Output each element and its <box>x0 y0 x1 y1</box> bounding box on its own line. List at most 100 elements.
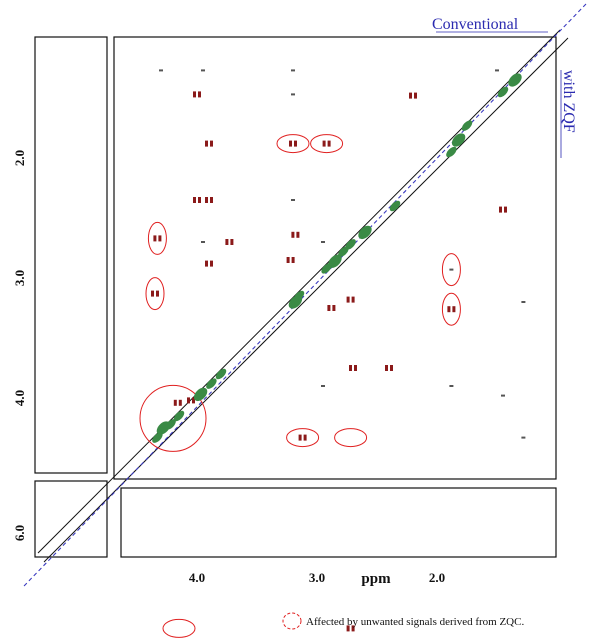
diagonal-peak <box>497 86 509 98</box>
diagonal-peak <box>215 368 227 380</box>
diagonal-peak <box>358 225 372 240</box>
zqc-ellipse <box>310 134 344 154</box>
diagonal-peak <box>152 432 163 443</box>
diagonal-peak <box>461 120 473 131</box>
y-tick-label: 2.0 <box>12 150 27 166</box>
weak-peak <box>521 301 526 303</box>
zqf-label: with ZQF <box>560 70 577 133</box>
cross-peak <box>210 197 213 203</box>
dashed-diagonal-line <box>23 3 587 587</box>
cross-peak <box>354 365 357 371</box>
bottom-projection-panel <box>120 487 557 558</box>
y-axis-ticks: 2.0 3.0 4.0 6.0 <box>12 150 27 541</box>
cross-peak <box>205 197 208 203</box>
cross-peak <box>193 91 196 98</box>
cross-peak <box>499 206 502 213</box>
cross-peak <box>205 260 208 267</box>
zqc-ellipse <box>334 428 368 448</box>
cross-peak <box>303 434 307 441</box>
diagonal-peak <box>288 295 303 309</box>
weak-peak <box>521 436 526 439</box>
cross-peak <box>332 305 336 311</box>
cross-peak <box>294 140 297 147</box>
cross-peak <box>225 239 229 245</box>
zqc-ellipse <box>276 134 310 154</box>
diagonal-peak <box>338 246 349 257</box>
cross-peak <box>390 365 393 371</box>
weak-peak <box>201 69 205 72</box>
weak-peak <box>449 385 454 387</box>
y-tick-label: 4.0 <box>12 390 27 406</box>
diagonal-peak <box>451 133 466 147</box>
zqc-ellipse <box>147 221 167 255</box>
cross-peak <box>193 197 196 203</box>
cross-peak <box>151 290 154 297</box>
diagonal-line-upper <box>37 29 561 554</box>
cross-peak <box>504 206 507 213</box>
cross-peak <box>153 235 157 242</box>
weak-peak <box>291 199 295 201</box>
zqc-ellipses <box>139 134 461 638</box>
conventional-label: Conventional <box>432 16 519 33</box>
zqc-ellipse <box>441 292 461 326</box>
cross-peak <box>173 399 177 406</box>
cross-peak <box>351 625 355 632</box>
main-plot-panel <box>113 36 557 480</box>
cross-peak <box>210 260 213 267</box>
weak-peak <box>291 69 295 72</box>
cross-peak <box>298 434 302 441</box>
cross-peak <box>447 306 451 313</box>
cross-peak <box>349 365 352 371</box>
diagonal-peak <box>328 254 342 268</box>
diagonal-lines <box>23 3 587 587</box>
diagonal-peak <box>173 410 185 422</box>
cross-peak <box>289 140 292 147</box>
cross-peak <box>346 296 350 303</box>
corner-panel <box>34 480 108 558</box>
zqc-ellipse <box>139 384 207 452</box>
diagonal-peak <box>508 73 522 87</box>
cross-peak <box>291 257 295 263</box>
cross-peak <box>192 397 195 404</box>
diagonal-peak <box>321 263 332 274</box>
cross-peak <box>291 231 295 238</box>
zqc-ellipse <box>441 253 461 287</box>
diagonal-peak <box>389 200 401 212</box>
y-tick-label: 6.0 <box>12 525 27 541</box>
cross-peak <box>414 92 417 99</box>
weak-peak <box>321 241 325 243</box>
cross-peak <box>409 92 412 99</box>
weak-peak <box>495 69 499 72</box>
cross-peak <box>286 257 290 263</box>
zqc-ellipse <box>162 618 196 638</box>
legend-text: Affected by unwanted signals derived fro… <box>306 616 524 628</box>
cross-peak <box>187 397 190 404</box>
x-tick-label: 4.0 <box>189 570 205 585</box>
cross-peak <box>205 140 208 147</box>
x-axis-unit: ppm <box>361 571 391 587</box>
weak-peak <box>159 69 163 72</box>
cross-peak <box>385 365 388 371</box>
weak-peaks <box>159 69 526 439</box>
legend-dashed-circle <box>282 612 302 630</box>
cross-peak <box>158 235 162 242</box>
diagonal-peak <box>193 387 208 402</box>
zqc-ellipse <box>145 277 165 311</box>
y-tick-label: 3.0 <box>12 270 27 286</box>
cross-peak <box>327 305 331 311</box>
diagonal-peak <box>446 146 457 158</box>
diagonal-peaks <box>152 73 522 443</box>
left-projection-panel <box>34 36 108 474</box>
weak-peak <box>501 394 505 397</box>
cross-peak <box>346 625 350 632</box>
cross-peaks <box>151 91 507 632</box>
cross-peak <box>351 296 355 303</box>
diagonal-peak <box>206 378 217 389</box>
cross-peak <box>322 140 326 147</box>
weak-peak <box>449 268 454 271</box>
x-tick-label: 2.0 <box>429 570 445 585</box>
cross-peak <box>296 231 300 238</box>
weak-peak <box>321 385 325 387</box>
weak-peak <box>201 241 205 243</box>
